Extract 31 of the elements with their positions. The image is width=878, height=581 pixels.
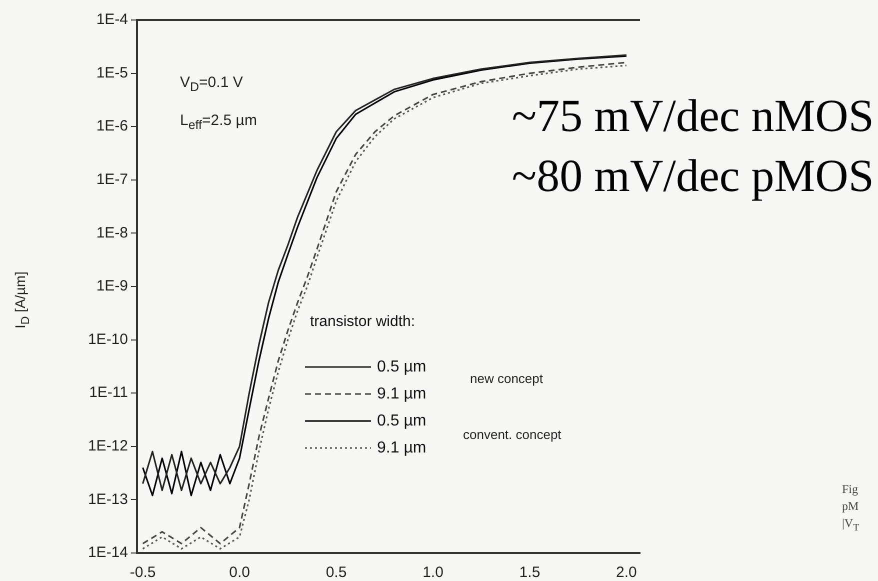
legend-label: 0.5 µm <box>377 412 426 430</box>
y-tick-label: 1E-11 <box>89 384 128 402</box>
y-tick-label: 1E-10 <box>88 330 128 348</box>
text: pM <box>842 499 859 513</box>
legend-label: 9.1 µm <box>377 439 426 456</box>
y-tick-label: 1E-7 <box>96 171 128 188</box>
y-tick-label: 1E-6 <box>96 118 128 135</box>
y-tick-label: 1E-4 <box>96 11 128 28</box>
y-tick-label: 1E-12 <box>88 438 128 455</box>
y-tick-label: 1E-14 <box>88 544 128 562</box>
x-tick-label: 1.5 <box>519 564 540 581</box>
legend-title: transistor width: <box>310 313 416 330</box>
y-tick-label: 1E-13 <box>88 490 128 508</box>
x-tick-label: 0.5 <box>326 564 347 581</box>
legend-label: 0.5 µm <box>377 358 426 376</box>
annotation: V$_{D}$=0.1 V <box>180 74 243 94</box>
y-tick-label: 1E-8 <box>96 224 128 242</box>
x-tick-label: -0.5 <box>130 564 156 581</box>
text: Fig <box>842 482 858 496</box>
y-tick-label: 1E-9 <box>96 278 128 295</box>
y-tick-label: 1E-5 <box>96 64 128 82</box>
text: |V$_{T}$ <box>842 516 860 534</box>
annotation: ~80 mV/dec pMOS <box>512 150 874 201</box>
annotation: new concept <box>470 371 543 386</box>
x-tick-label: 0.0 <box>229 564 250 581</box>
x-tick-label: 1.0 <box>422 564 444 581</box>
annotation: ~75 mV/dec nMOS <box>512 90 874 141</box>
annotation: L$_{eff}$=2.5 µm <box>180 112 257 132</box>
legend-label: 9.1 µm <box>377 385 426 402</box>
annotation: convent. concept <box>463 427 562 442</box>
x-tick-label: 2.0 <box>616 564 637 581</box>
